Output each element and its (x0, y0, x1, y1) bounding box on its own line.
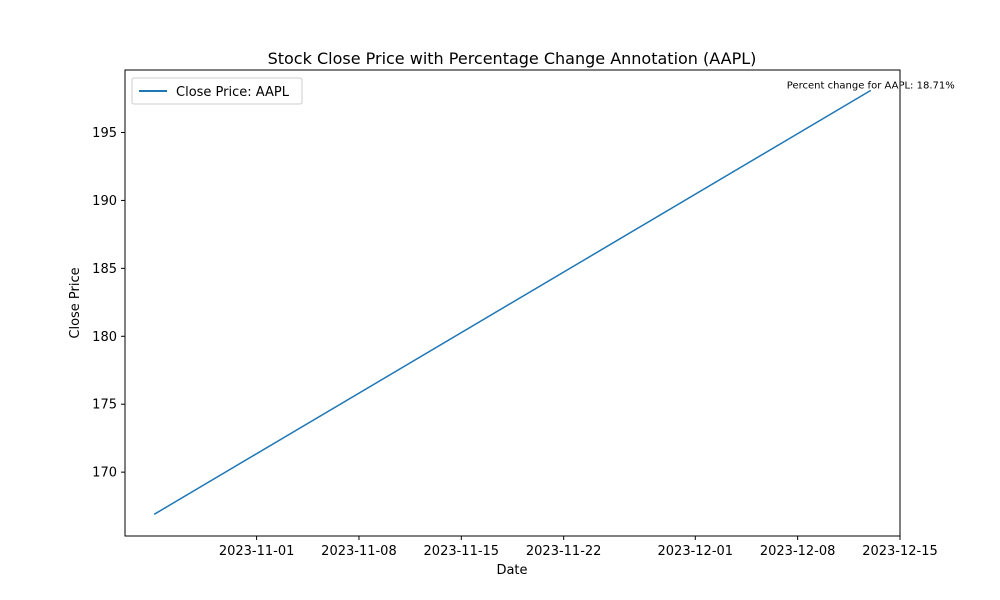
x-axis-title: Date (496, 563, 527, 578)
x-tick-label: 2023-11-08 (321, 544, 397, 559)
legend: Close Price: AAPL (131, 77, 303, 105)
series-line-0 (153, 89, 872, 515)
percent-change-annotation: Percent change for AAPL: 18.71% (787, 80, 955, 91)
x-axis-ticks: 2023-11-01 2023-11-08 2023-11-15 2023-11-22… (219, 536, 938, 559)
x-tick-label: 2023-12-01 (658, 544, 734, 559)
y-tick-label: 170 (92, 466, 117, 481)
y-tick-label: 190 (92, 194, 117, 209)
y-axis-title: Close Price (68, 267, 83, 338)
x-tick-label: 2023-11-01 (219, 544, 295, 559)
plot-area-frame (124, 69, 901, 537)
x-tick-label: 2023-12-08 (760, 544, 836, 559)
y-tick-label: 180 (92, 330, 117, 345)
y-tick-label: 195 (92, 126, 117, 141)
y-axis-ticks: 170 175 180 185 190 195 (92, 126, 125, 481)
y-tick-label: 175 (92, 398, 117, 413)
x-tick-label: 2023-12-15 (862, 544, 938, 559)
x-tick-label: 2023-11-22 (526, 544, 602, 559)
chart-title: Stock Close Price with Percentage Change… (268, 49, 757, 68)
legend-box (131, 77, 303, 105)
legend-label-aapl: Close Price: AAPL (176, 85, 290, 100)
series-layer (153, 89, 872, 515)
x-tick-label: 2023-11-15 (424, 544, 500, 559)
y-tick-label: 185 (92, 262, 117, 277)
